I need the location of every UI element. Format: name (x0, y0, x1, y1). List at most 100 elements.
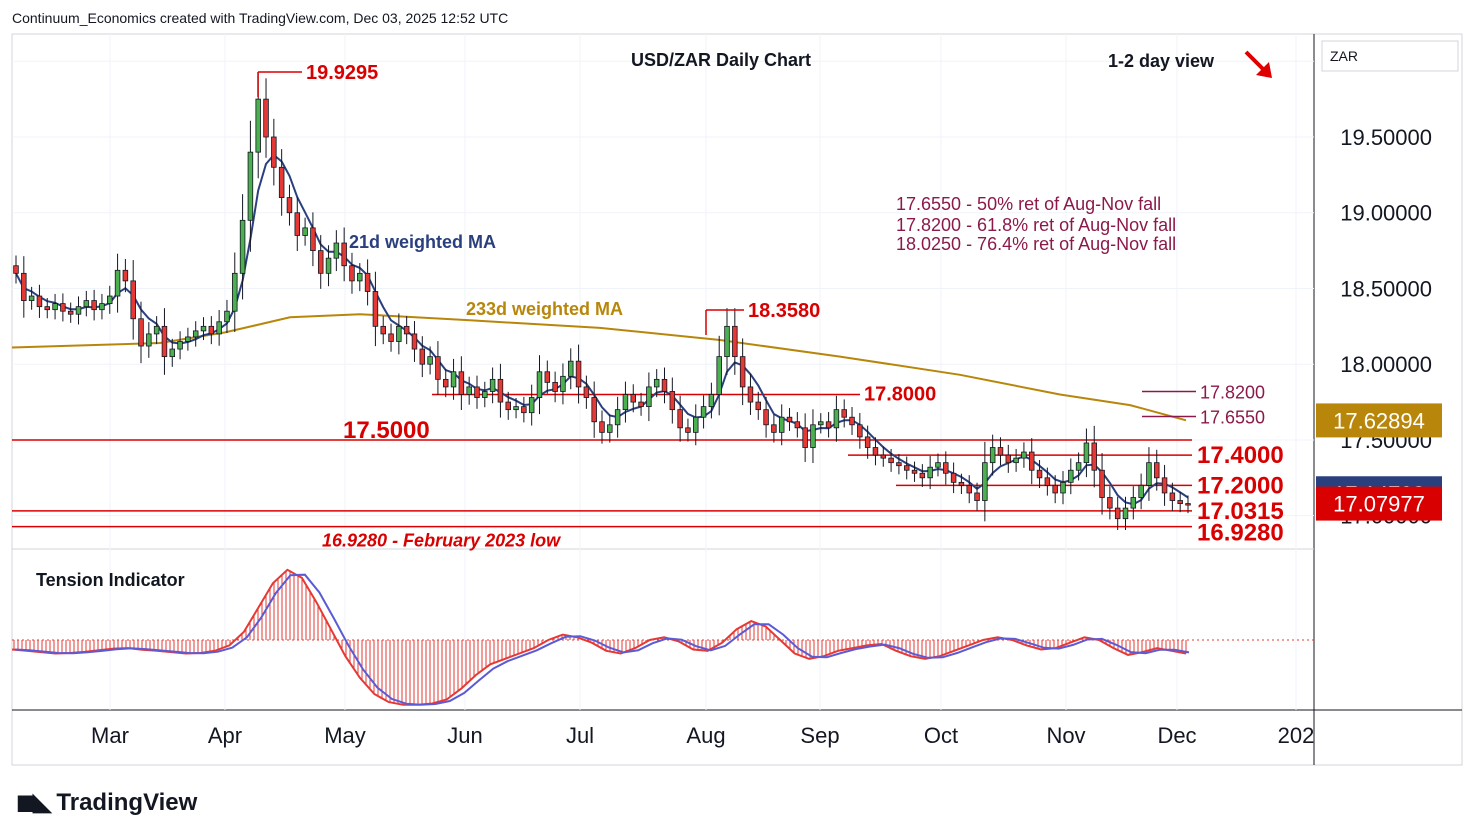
candle-body (13, 265, 19, 274)
candle (497, 363, 504, 418)
candle-body (599, 421, 605, 433)
candle-body (146, 333, 152, 347)
candle-body (1005, 454, 1012, 464)
candle-body (419, 348, 426, 365)
peak-label: 18.3580 (748, 300, 820, 322)
candle (380, 316, 386, 345)
candle-body (21, 272, 27, 301)
candle (36, 284, 43, 318)
candle-body (732, 325, 738, 358)
candle-body (177, 341, 183, 350)
candle (1107, 486, 1113, 520)
candlestick-series (13, 73, 1191, 530)
candle-body (1154, 462, 1160, 479)
level-label: 17.0315 (1197, 498, 1284, 525)
candle (200, 317, 207, 341)
candle (1146, 447, 1152, 501)
candle-body (989, 447, 996, 464)
candle (403, 316, 410, 345)
candle (552, 371, 558, 403)
x-tick-label: 202 (1278, 723, 1315, 748)
candle-body (1114, 507, 1121, 520)
candle-body (192, 330, 199, 338)
candle (185, 327, 191, 351)
candle (685, 418, 691, 442)
candle (771, 414, 777, 443)
y-tick-label: 18.50000 (1340, 276, 1432, 301)
chart-title: USD/ZAR Daily Chart (631, 50, 811, 70)
currency-box[interactable] (1321, 40, 1459, 72)
candle (388, 323, 394, 352)
candle (1130, 486, 1137, 520)
candle (130, 260, 136, 340)
candle (1114, 496, 1121, 530)
candle (708, 382, 715, 419)
candle-body (622, 394, 629, 411)
candle (44, 298, 50, 319)
candle (216, 309, 222, 346)
candle-body (794, 421, 801, 429)
candle-body (1044, 477, 1051, 486)
x-tick-label: Jul (566, 723, 594, 748)
price-axis: 20.0000019.5000019.0000018.5000018.00000… (1316, 49, 1442, 529)
candle (607, 414, 613, 443)
candle-body (575, 360, 582, 388)
candle-body (364, 272, 371, 292)
candle (107, 285, 113, 314)
candle-body (44, 306, 50, 311)
candle (700, 395, 707, 429)
candle-body (52, 303, 58, 311)
candle (1036, 460, 1043, 489)
candle-body (1091, 442, 1097, 471)
chart-attribution: Continuum_Economics created with Trading… (12, 10, 509, 26)
candle (732, 308, 738, 375)
candle (169, 338, 176, 367)
ma-233d-line (11, 313, 1187, 422)
candle (349, 252, 355, 294)
tradingview-logo[interactable]: ◼◣ TradingView (16, 788, 197, 817)
candle (1075, 452, 1082, 481)
candle-body (255, 98, 261, 153)
candle (1028, 438, 1035, 485)
candle (458, 356, 465, 411)
candle (372, 271, 379, 347)
candle (818, 413, 824, 434)
candle-body (1068, 469, 1074, 483)
candle (427, 346, 433, 375)
indicator-title: Tension Indicator (36, 570, 185, 590)
candle (1091, 425, 1097, 488)
candle-body (161, 325, 168, 358)
candle (505, 391, 511, 420)
price-badge (1316, 486, 1442, 521)
x-tick-label: Apr (208, 723, 242, 748)
candle (888, 448, 894, 472)
price-badge (1316, 403, 1442, 438)
y-tick-label: 19.50000 (1340, 125, 1432, 150)
candle (903, 456, 910, 480)
candle-body (997, 447, 1004, 456)
candle-body (778, 416, 785, 433)
candle-body (333, 242, 340, 259)
candle-body (669, 391, 676, 411)
candle (864, 425, 871, 459)
candle-body (911, 469, 918, 474)
candle-body (864, 436, 871, 448)
candle-body (310, 227, 316, 252)
candle-body (325, 257, 332, 274)
x-tick-label: Nov (1046, 723, 1085, 748)
candle-body (83, 300, 90, 308)
candle (1044, 467, 1051, 496)
candle-body (427, 356, 433, 365)
candle (919, 464, 926, 487)
price-grid (12, 34, 1314, 710)
candle (896, 454, 902, 475)
candle (442, 369, 449, 398)
candle (630, 384, 636, 413)
candle (724, 308, 730, 375)
candle (138, 301, 144, 364)
candle (1122, 496, 1129, 530)
candle-body (349, 265, 355, 282)
fib-label: 17.8200 (1200, 382, 1265, 402)
candle-body (99, 303, 105, 311)
